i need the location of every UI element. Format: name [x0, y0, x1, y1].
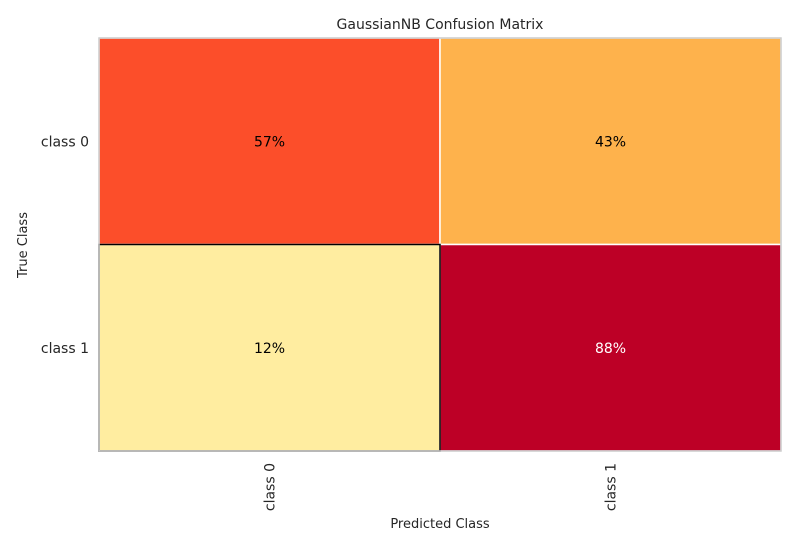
cell-label-r1-c1: 88% — [595, 341, 626, 357]
y-tick-label: class 1 — [41, 341, 89, 357]
cell-label-r0-c1: 43% — [595, 134, 626, 150]
x-tick-labels: class 0 class 1 — [263, 463, 620, 511]
heatmap-cell-r1-c1 — [439, 243, 782, 452]
heatmap-cells: 57% 43% 12% 88% — [98, 37, 782, 452]
y-tick-labels: class 0 class 1 — [41, 134, 89, 357]
x-tick-label: class 1 — [604, 463, 620, 511]
chart-title: GaussianNB Confusion Matrix — [337, 17, 544, 33]
heatmap-cell-r0-c0 — [98, 37, 441, 246]
cell-label-r1-c0: 12% — [254, 341, 285, 357]
y-axis-label: True Class — [16, 212, 31, 279]
plot-frame — [98, 37, 782, 452]
x-tick-label: class 0 — [263, 463, 279, 511]
cell-label-r0-c0: 57% — [254, 134, 285, 150]
y-tick-label: class 0 — [41, 134, 89, 150]
heatmap-cell-r0-c1 — [439, 37, 782, 246]
x-axis-label: Predicted Class — [390, 517, 490, 532]
